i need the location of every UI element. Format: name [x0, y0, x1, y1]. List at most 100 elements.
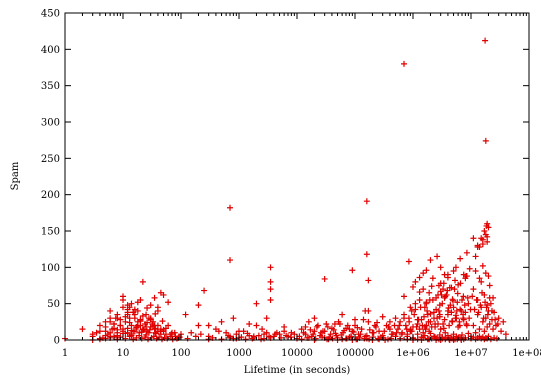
data-point: [411, 311, 418, 318]
data-point: [401, 315, 408, 322]
data-point: [122, 318, 129, 325]
y-axis-label: Spam: [10, 161, 21, 190]
data-point: [414, 331, 421, 338]
data-point: [425, 318, 432, 325]
data-point: [325, 336, 332, 343]
data-point: [258, 336, 265, 343]
data-point: [475, 309, 482, 316]
data-point: [456, 322, 463, 329]
data-point: [120, 304, 126, 311]
data-point: [450, 267, 457, 274]
data-point: [472, 267, 479, 274]
data-point: [479, 262, 486, 269]
data-point: [244, 330, 251, 337]
data-point: [126, 319, 133, 326]
data-point: [137, 322, 144, 329]
data-point: [246, 321, 253, 328]
data-point: [150, 323, 157, 330]
data-point: [440, 325, 447, 332]
data-point: [455, 281, 462, 288]
data-point: [365, 277, 372, 284]
data-point: [307, 326, 314, 333]
data-point: [484, 220, 491, 227]
data-point: [102, 318, 109, 325]
data-point: [227, 257, 234, 264]
data-point: [498, 328, 505, 335]
data-point: [344, 322, 351, 329]
data-point: [488, 307, 495, 314]
data-point: [152, 330, 159, 337]
data-point: [128, 327, 135, 334]
plot-frame: [64, 12, 530, 341]
data-point: [291, 331, 298, 338]
data-point: [93, 329, 100, 336]
data-point: [435, 291, 442, 298]
data-point: [481, 291, 488, 298]
data-point: [482, 137, 489, 144]
data-point: [495, 315, 502, 322]
y-tick-label: 50: [47, 299, 60, 310]
x-tick-label: 1: [62, 348, 68, 359]
data-point: [321, 275, 328, 282]
data-point: [466, 315, 473, 322]
data-point: [476, 326, 483, 333]
data-point: [457, 255, 464, 262]
data-points: [62, 37, 509, 343]
data-point: [492, 316, 499, 323]
data-point: [114, 315, 121, 322]
data-point: [327, 331, 334, 338]
x-tick-label: 100000: [336, 348, 374, 359]
data-point: [451, 286, 458, 293]
data-point: [357, 331, 364, 338]
data-point: [131, 315, 138, 322]
data-point: [414, 336, 421, 343]
data-point: [416, 289, 423, 296]
data-point: [424, 307, 431, 314]
data-point: [428, 283, 435, 290]
data-point: [470, 286, 477, 293]
data-point: [403, 326, 410, 333]
data-point: [452, 312, 459, 319]
data-point: [96, 328, 103, 335]
data-point: [138, 335, 145, 342]
data-point: [448, 318, 455, 325]
y-tick-label: 350: [41, 81, 60, 92]
x-tick-label: 1e+08: [512, 348, 541, 359]
data-point: [426, 336, 433, 343]
data-point: [89, 331, 96, 338]
data-point: [263, 315, 270, 322]
data-point: [323, 321, 330, 328]
data-point: [354, 324, 361, 331]
data-point: [430, 315, 437, 322]
data-point: [328, 325, 335, 332]
data-point: [407, 304, 414, 311]
data-point: [485, 273, 492, 280]
data-point: [107, 307, 114, 314]
data-point: [302, 323, 309, 330]
data-point: [453, 307, 460, 314]
data-point: [126, 304, 133, 311]
data-point: [423, 267, 430, 274]
data-point: [314, 322, 321, 329]
data-point: [349, 267, 356, 274]
data-point: [370, 329, 377, 336]
data-point: [444, 274, 451, 281]
data-point: [484, 311, 491, 318]
data-point: [446, 322, 453, 329]
data-point: [407, 326, 414, 333]
data-point: [450, 304, 457, 311]
data-point: [96, 322, 103, 329]
y-tick-label: 0: [54, 336, 60, 347]
data-point: [79, 326, 86, 333]
x-tick-label: 1e+07: [454, 348, 487, 359]
data-point: [154, 307, 161, 314]
data-point: [319, 334, 326, 341]
data-point: [452, 277, 459, 284]
data-point: [421, 323, 428, 330]
data-point: [144, 319, 151, 326]
data-point: [442, 336, 449, 343]
data-point: [437, 288, 444, 295]
data-point: [133, 324, 140, 331]
data-point: [300, 329, 307, 336]
data-point: [242, 336, 249, 343]
